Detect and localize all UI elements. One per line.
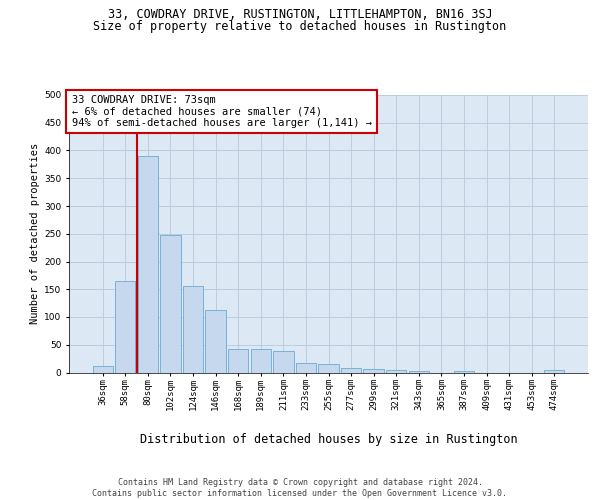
Text: Contains HM Land Registry data © Crown copyright and database right 2024.
Contai: Contains HM Land Registry data © Crown c… — [92, 478, 508, 498]
Bar — [92, 366, 113, 372]
Bar — [386, 370, 406, 372]
Text: 33 COWDRAY DRIVE: 73sqm
← 6% of detached houses are smaller (74)
94% of semi-det: 33 COWDRAY DRIVE: 73sqm ← 6% of detached… — [71, 95, 371, 128]
Bar — [205, 310, 226, 372]
Y-axis label: Number of detached properties: Number of detached properties — [30, 143, 40, 324]
Bar — [319, 364, 338, 372]
Text: 33, COWDRAY DRIVE, RUSTINGTON, LITTLEHAMPTON, BN16 3SJ: 33, COWDRAY DRIVE, RUSTINGTON, LITTLEHAM… — [107, 8, 493, 20]
Bar — [251, 349, 271, 372]
Bar — [409, 371, 429, 372]
Bar — [273, 352, 293, 372]
Bar — [183, 286, 203, 372]
Bar — [544, 370, 565, 372]
Bar — [115, 281, 136, 372]
Bar — [454, 371, 474, 372]
Bar — [160, 235, 181, 372]
Text: Distribution of detached houses by size in Rustington: Distribution of detached houses by size … — [140, 432, 518, 446]
Bar — [341, 368, 361, 372]
Bar — [364, 368, 384, 372]
Bar — [138, 156, 158, 372]
Bar — [296, 362, 316, 372]
Text: Size of property relative to detached houses in Rustington: Size of property relative to detached ho… — [94, 20, 506, 33]
Bar — [228, 349, 248, 372]
